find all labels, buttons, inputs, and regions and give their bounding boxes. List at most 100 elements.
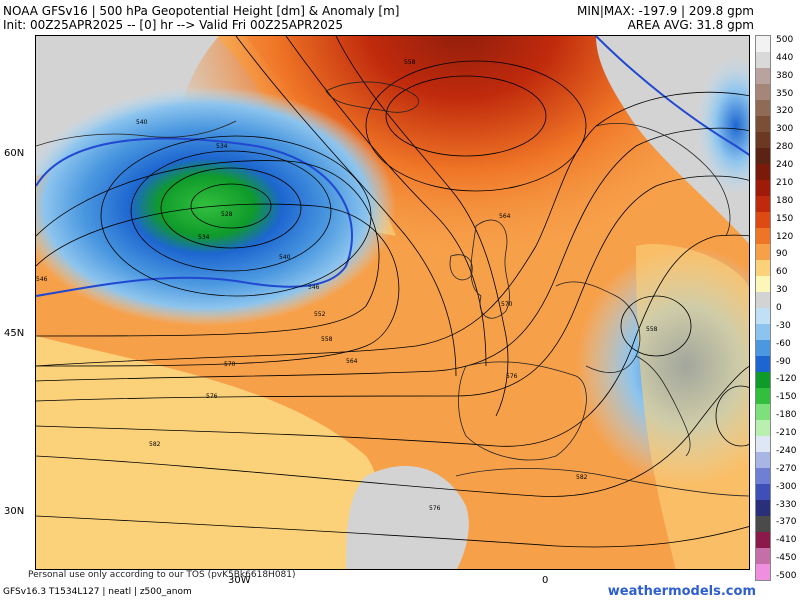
colorbar-tick-label: 90 [776,249,788,260]
height-contour [36,515,749,548]
colorbar-tick-label: 500 [776,35,794,45]
colorbar-tick-label: -90 [776,356,791,367]
colorbar-tick-label: 60 [776,267,788,278]
height-contour [715,385,749,447]
contour-label: 528 [221,211,233,218]
contour-label: 534 [198,234,210,241]
italy-coastline [635,355,691,457]
colorbar-tick-label: -180 [776,410,797,421]
colorbar-swatch [756,292,770,308]
brand-link[interactable]: weathermodels.com [607,584,756,599]
colorbar-tick-label: -150 [776,392,797,403]
colorbar-tick-label: 30 [776,285,788,296]
colorbar-tick-label: 350 [776,88,794,99]
contour-label: 582 [149,441,161,448]
colorbar-swatch [756,84,770,100]
iberia-coastline [458,361,587,461]
contour-label: 546 [308,284,320,291]
france-coastline [555,281,641,373]
height-contour [160,167,302,249]
contour-label: 576 [429,505,441,512]
longitude-label: 0 [542,575,549,586]
colorbar-swatch [756,116,770,132]
colorbar-tick-label: -120 [776,374,797,385]
contour-label: 534 [216,143,228,150]
colorbar-swatch [756,196,770,212]
colorbar-swatch [756,372,770,388]
contour-label: 576 [206,393,218,400]
colorbar-swatch [756,148,770,164]
colorbar-swatch [756,228,770,244]
model-info: GFSv16.3 T1534L127 | neatl | z500_anom [3,587,192,597]
height-contour [235,36,457,377]
colorbar-swatch [756,52,770,68]
anomaly-band-neutral [346,466,469,569]
colorbar-tick-label: 300 [776,124,794,135]
greenland-coastline [36,120,237,147]
contour-label: 540 [136,119,148,126]
contour-label: 540 [279,254,291,261]
height-contour [36,175,749,402]
height-contour [365,60,587,192]
colorbar-tick-label: -330 [776,499,797,510]
height-contour [36,366,749,497]
terms-of-service-note: Personal use only according to our TOS (… [28,570,296,580]
contour-label: 546 [36,276,48,283]
colorbar-swatch [756,500,770,516]
anomaly-band-positive-low [636,244,749,569]
map-title: NOAA GFSv16 | 500 hPa Geopotential Heigh… [3,4,400,18]
colorbar-swatch [756,548,770,564]
height-contour [36,127,749,382]
colorbar-tick-label: -30 [776,320,791,331]
colorbar-swatch [756,356,770,372]
colorbar-swatch [756,564,770,580]
contour-label: 582 [576,474,588,481]
ireland-coastline [449,254,473,281]
contour-label: 552 [314,311,326,318]
height-contour [130,150,332,272]
height-contour [385,75,547,157]
anomaly-band-positive-low [36,336,380,569]
height-contour-540 [36,137,353,297]
init-valid-time: Init: 00Z25APR2025 -- [0] hr --> Valid F… [3,18,344,32]
colorbar-swatch [756,452,770,468]
colorbar-swatch [756,244,770,260]
contour-label: 570 [501,301,513,308]
latitude-label: 45N [4,328,25,339]
contour-label: 558 [404,59,416,66]
colorbar-swatch [756,68,770,84]
coastline-layer [36,81,749,497]
colorbar-swatch [756,436,770,452]
height-contour-540 [595,36,749,156]
contour-label: 564 [499,213,511,220]
colorbar-swatch [756,404,770,420]
colorbar-swatch [756,532,770,548]
colorbar-tick-label: 0 [776,303,782,313]
colorbar-tick-label: 380 [776,70,794,81]
colorbar-swatch [756,132,770,148]
contour-label: 558 [646,326,658,333]
contour-label: 558 [321,336,333,343]
map-panel[interactable]: 558 540 534 528 534 540 546 546 552 558 … [35,35,750,570]
colorbar-swatch [756,164,770,180]
colorbar-tick-label: -210 [776,428,797,439]
longitude-label: 30W [228,575,251,586]
colorbar-tick-label: 120 [776,231,794,242]
anomaly-map: 558 540 534 528 534 540 546 546 552 558 … [36,36,749,569]
colorbar-swatch [756,308,770,324]
colorbar-swatch [756,100,770,116]
colorbar-tick-label: 150 [776,213,794,224]
colorbar-tick-label: -300 [776,481,797,492]
colorbar-swatch [756,324,770,340]
colorbar-tick-label: -410 [776,535,797,546]
colorbar-tick-label: 440 [776,52,794,63]
colorbar-swatch [756,388,770,404]
colorbar-tick-label: -370 [776,517,797,528]
height-contour [36,91,749,367]
colorbar [755,35,771,581]
height-contour [190,183,272,229]
height-contour [36,234,749,447]
height-contour [36,160,380,337]
colorbar-swatch [756,468,770,484]
colorbar-tick-label: 240 [776,160,794,171]
